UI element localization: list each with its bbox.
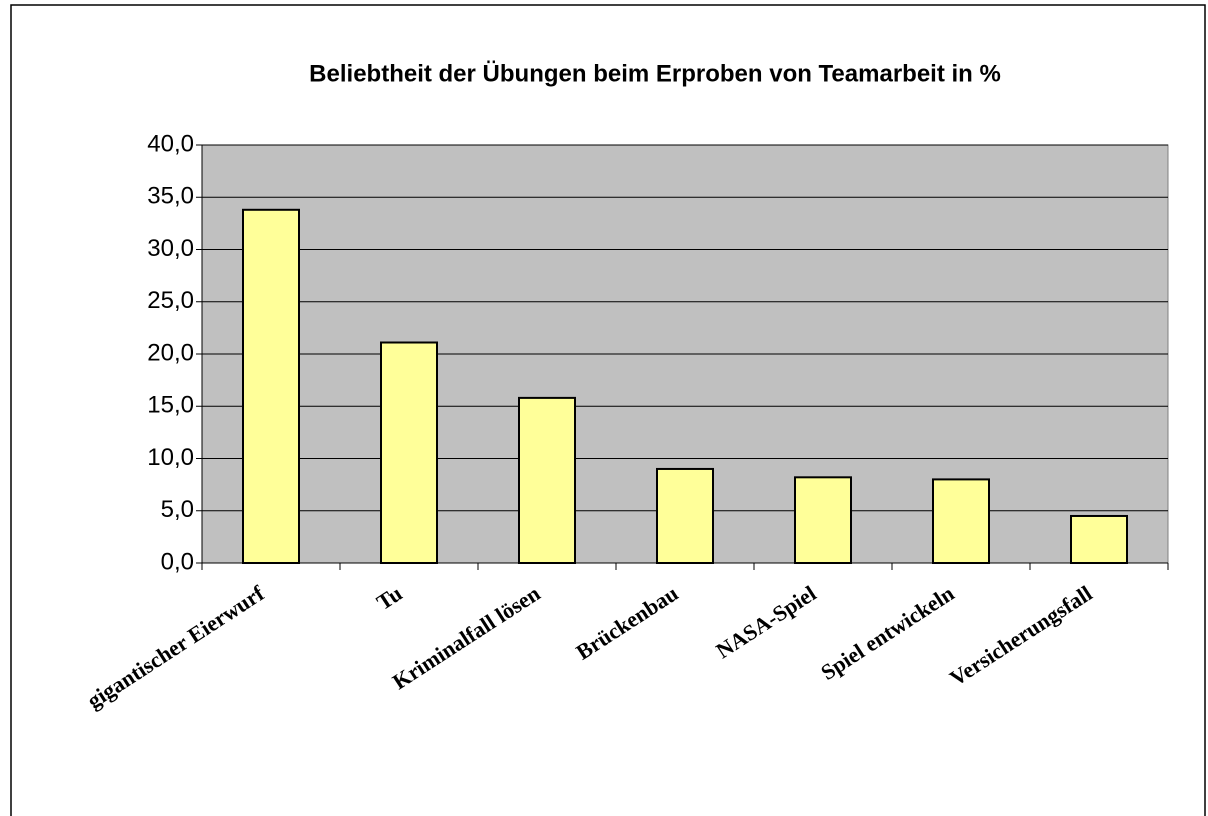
y-tick-label: 15,0 — [147, 392, 194, 419]
y-tick-label: 25,0 — [147, 287, 194, 314]
y-tick-label: 30,0 — [147, 235, 194, 262]
chart-title: Beliebtheit der Übungen beim Erproben vo… — [309, 60, 1001, 87]
y-tick-label: 0,0 — [161, 548, 194, 575]
bar — [656, 467, 714, 565]
y-tick-label: 40,0 — [147, 130, 194, 157]
bar — [242, 208, 300, 564]
y-tick-label: 10,0 — [147, 444, 194, 471]
bar — [794, 476, 852, 564]
bar — [1070, 514, 1128, 564]
y-tick-label: 20,0 — [147, 339, 194, 366]
y-tick-label: 5,0 — [161, 496, 194, 523]
bar — [380, 341, 438, 564]
y-tick-label: 35,0 — [147, 183, 194, 210]
bar — [518, 396, 576, 565]
bar — [932, 478, 990, 564]
